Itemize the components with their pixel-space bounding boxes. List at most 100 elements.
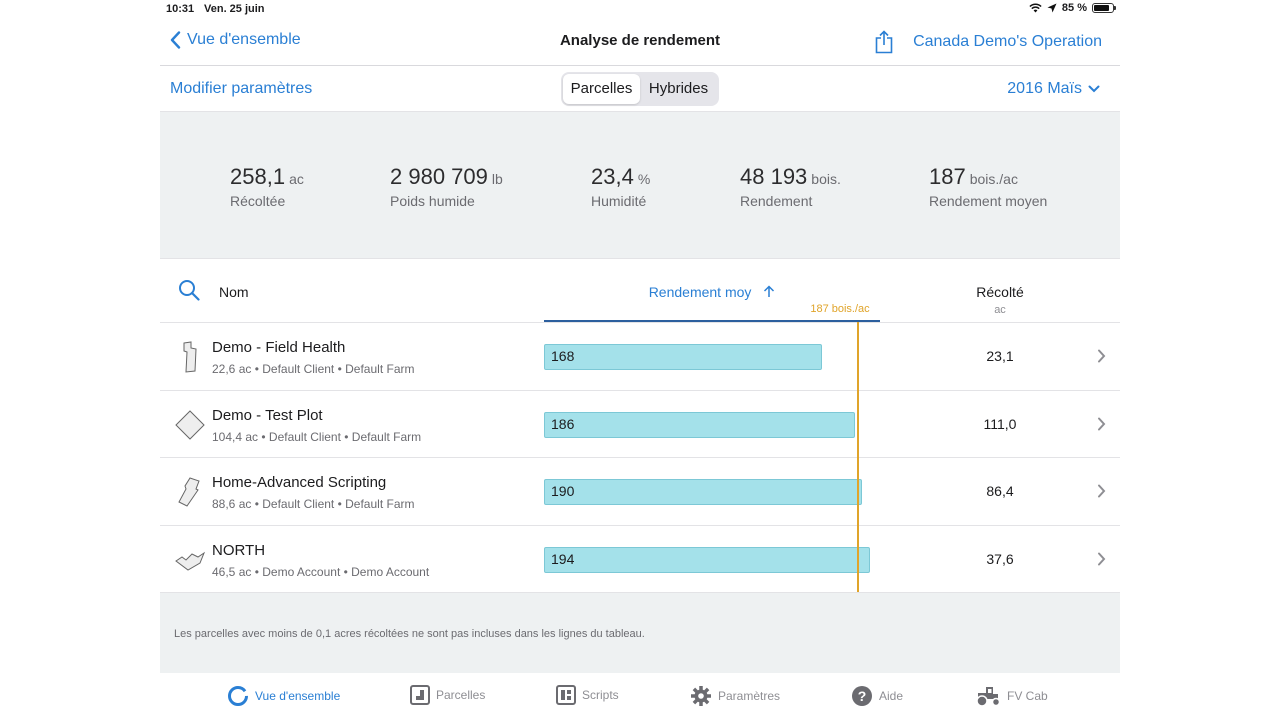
column-name[interactable]: Nom — [219, 284, 249, 300]
location-arrow-icon — [1047, 3, 1057, 13]
stat-value: 48 193 — [740, 164, 808, 189]
page-title: Analyse de rendement — [559, 32, 721, 49]
battery-icon — [1092, 3, 1116, 13]
stat-unit: bois./ac — [969, 171, 1018, 187]
column-average-yield-label: Rendement moy — [648, 284, 752, 300]
footnote-text: Les parcelles avec moins de 0,1 acres ré… — [174, 628, 645, 640]
season-label: 2016 Maïs — [1007, 80, 1082, 97]
field-name: NORTH — [212, 541, 266, 559]
chevron-right-icon — [1098, 484, 1106, 498]
harvested-value: 111,0 — [983, 415, 1017, 432]
segmented-control: Parcelles Hybrides — [561, 72, 719, 106]
table-row[interactable]: NORTH 46,5 ac • Demo Account • Demo Acco… — [160, 526, 1120, 593]
table-row[interactable]: Demo - Field Health 22,6 ac • Default Cl… — [160, 323, 1120, 391]
back-label: Vue d'ensemble — [187, 31, 301, 48]
stat-unit: % — [637, 171, 651, 187]
yield-value: 168 — [551, 348, 575, 364]
tab-scripts[interactable]: Scripts — [556, 685, 619, 705]
tab-label: Parcelles — [436, 688, 486, 702]
tractor-icon — [976, 687, 1001, 707]
field-name: Demo - Field Health — [212, 339, 346, 356]
footnote-panel: Les parcelles avec moins de 0,1 acres ré… — [160, 593, 1120, 673]
gear-icon — [691, 686, 711, 706]
search-button[interactable] — [178, 279, 200, 306]
sort-indicator-line — [544, 320, 880, 322]
svg-text:?: ? — [858, 688, 867, 704]
yield-value: 190 — [551, 483, 575, 499]
field-name: Home-Advanced Scripting — [212, 474, 387, 491]
tab-fields[interactable]: Parcelles — [410, 685, 485, 705]
overview-ring-icon — [228, 686, 248, 706]
harvested-value: 86,4 — [986, 483, 1014, 499]
stat-value: 187 — [929, 164, 966, 189]
tab-label: FV Cab — [1007, 689, 1048, 703]
table-row[interactable]: Demo - Test Plot 104,4 ac • Default Clie… — [160, 391, 1120, 458]
summary-panel: 258,1 ac Récoltée 2 980 709 lb Poids humid… — [160, 112, 1120, 259]
stat-unit: bois. — [811, 171, 841, 187]
yield-bar — [544, 479, 863, 505]
chevron-right-icon — [1098, 417, 1106, 430]
stat-harvested: 258,1 ac Récoltée — [230, 164, 304, 209]
stat-yield: 48 193 bois. Rendement — [740, 164, 841, 209]
field-icon — [410, 685, 430, 705]
tab-overview[interactable]: Vue d'ensemble — [227, 685, 340, 707]
segment-hybrids[interactable]: Hybrides — [648, 80, 709, 97]
tab-label: Paramètres — [718, 689, 781, 703]
search-icon — [179, 280, 200, 301]
field-name: Demo - Test Plot — [212, 406, 323, 424]
chevron-down-icon — [1088, 85, 1100, 93]
status-bar: 10:31 Ven. 25 juin 85 % — [0, 0, 1280, 20]
field-shape-icon — [178, 477, 200, 507]
field-list: Demo - Field Health 22,6 ac • Default Cl… — [160, 323, 1120, 593]
table-header: Nom Rendement moy 187 bois./ac Récolté a… — [160, 259, 1120, 323]
wifi-icon — [1029, 3, 1042, 13]
column-harvested-unit: ac — [994, 304, 1006, 316]
yield-bar — [544, 546, 870, 573]
stat-label: Humidité — [591, 193, 647, 209]
tab-settings[interactable]: Paramètres — [690, 685, 780, 707]
stat-label: Rendement — [740, 193, 813, 209]
column-average-yield[interactable]: Rendement moy — [544, 284, 880, 300]
stat-label: Récoltée — [230, 193, 286, 209]
field-shape-icon — [175, 551, 206, 571]
harvested-value: 23,1 — [986, 348, 1014, 364]
modify-settings-button[interactable]: Modifier paramètres — [170, 80, 313, 97]
operation-selector[interactable]: Canada Demo's Operation — [913, 33, 1102, 50]
stat-value: 23,4 — [591, 164, 634, 189]
toolbar: Modifier paramètres Parcelles Hybrides 2… — [160, 66, 1120, 112]
tab-label: Aide — [879, 689, 904, 703]
segment-fields[interactable]: Parcelles — [563, 74, 640, 104]
share-icon — [875, 30, 893, 54]
help-icon: ? — [852, 686, 872, 706]
status-date: Ven. 25 juin — [204, 3, 265, 15]
chevron-right-icon — [1098, 349, 1106, 363]
field-shape-icon — [183, 341, 197, 373]
average-yield-marker-label: 187 bois./ac — [810, 303, 870, 315]
field-meta: 22,6 ac • Default Client • Default Farm — [212, 362, 415, 376]
yield-bar — [544, 411, 855, 438]
season-selector[interactable]: 2016 Maïs — [1007, 80, 1100, 98]
stat-value: 258,1 — [230, 164, 286, 189]
chevron-right-icon — [1098, 552, 1106, 565]
battery-percent: 85 % — [1061, 2, 1087, 14]
navigation-bar: Vue d'ensemble Analyse de rendement Cana… — [160, 20, 1120, 66]
tab-help[interactable]: ? Aide — [851, 685, 903, 707]
tab-fv-cab[interactable]: FV Cab — [975, 685, 1048, 707]
table-row[interactable]: Home-Advanced Scripting 88,6 ac • Defaul… — [160, 458, 1120, 526]
average-yield-line — [856, 322, 859, 592]
tab-label: Vue d'ensemble — [255, 689, 341, 703]
battery-fill — [1094, 5, 1110, 11]
scripts-icon — [556, 685, 576, 705]
column-harvested[interactable]: Récolté — [976, 284, 1024, 300]
field-meta: 46,5 ac • Demo Account • Demo Account — [212, 564, 430, 579]
stat-label: Poids humide — [390, 193, 475, 209]
stat-label: Rendement moyen — [929, 193, 1048, 209]
share-button[interactable] — [874, 30, 894, 59]
tab-label: Scripts — [582, 688, 619, 702]
sort-ascending-icon — [764, 285, 775, 297]
harvested-value: 37,6 — [986, 550, 1014, 567]
yield-bar — [544, 344, 822, 370]
yield-value: 194 — [551, 550, 575, 567]
back-button[interactable]: Vue d'ensemble — [170, 31, 301, 49]
